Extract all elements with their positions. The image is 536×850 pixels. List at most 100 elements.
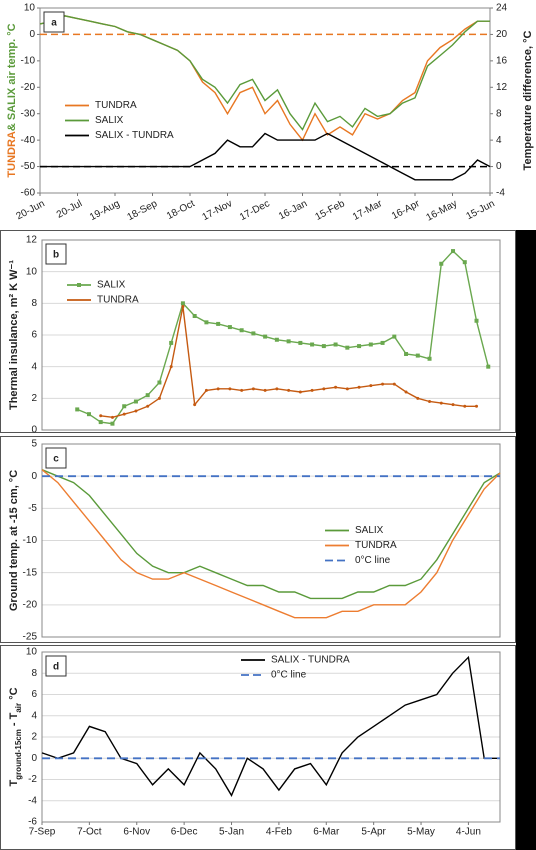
- marker: [286, 339, 291, 344]
- y-tick-label: 5: [31, 439, 37, 450]
- x-tick-label: 6-Dec: [171, 827, 198, 838]
- y-tick-label: -10: [23, 535, 38, 546]
- y-tick-label: 6: [31, 689, 37, 700]
- marker: [192, 314, 197, 318]
- marker: [392, 334, 397, 339]
- marker: [462, 260, 467, 265]
- y2-tick-label: -4: [496, 188, 505, 199]
- marker: [86, 412, 91, 417]
- marker: [415, 353, 420, 358]
- y-tick-label: -20: [23, 599, 38, 610]
- plot-area: [41, 651, 501, 823]
- y-tick-label: -4: [28, 795, 37, 806]
- marker: [145, 393, 150, 398]
- marker: [427, 356, 432, 361]
- y-tick-label: 4: [31, 710, 37, 721]
- marker: [404, 352, 409, 356]
- marker: [274, 337, 279, 342]
- y2-tick-label: 12: [496, 82, 508, 93]
- panel-letter: b: [53, 250, 59, 261]
- x-tick-label: 6-Mar: [313, 827, 340, 838]
- legend-label: SALIX: [355, 525, 384, 536]
- y-tick-label: 2: [31, 393, 37, 404]
- marker: [239, 328, 244, 333]
- marker: [251, 387, 255, 391]
- marker: [157, 380, 162, 385]
- legend-label: TUNDRA: [355, 540, 397, 551]
- marker: [345, 345, 350, 350]
- marker: [345, 387, 349, 391]
- marker: [369, 384, 373, 388]
- y-tick-label: -40: [21, 135, 36, 146]
- y-tick-label: 0: [31, 471, 37, 482]
- marker: [298, 340, 303, 345]
- legend-label: 0°C line: [355, 555, 391, 566]
- series-line: [41, 469, 501, 600]
- marker: [357, 344, 362, 349]
- axis-title: Ground temp. at -15 cm, °C: [8, 470, 20, 611]
- marker: [475, 404, 479, 408]
- marker: [439, 261, 444, 266]
- marker: [486, 364, 491, 369]
- axis-title-part: Thermal insulance, m² K W⁻¹: [8, 260, 20, 410]
- axis-title: Thermal insulance, m² K W⁻¹: [8, 260, 20, 410]
- panel-letter-box: [45, 655, 67, 677]
- marker: [416, 396, 420, 400]
- axis-title: TUNDRA& SALIX air temp. °C: [6, 23, 18, 177]
- marker: [227, 325, 232, 330]
- y2-tick-label: 16: [496, 55, 508, 66]
- panel-letter-box: [45, 447, 67, 469]
- marker: [263, 388, 267, 392]
- marker: [474, 318, 479, 323]
- y-tick-label: 0: [31, 425, 37, 436]
- marker: [322, 387, 326, 391]
- marker: [381, 382, 385, 386]
- marker: [463, 404, 467, 408]
- y-tick-label: 2: [31, 732, 37, 743]
- panel-frame: [0, 230, 516, 433]
- axis-title: Temperature difference, °C: [522, 30, 534, 170]
- y-tick-label: -30: [21, 108, 36, 119]
- marker: [287, 388, 291, 392]
- marker: [392, 382, 396, 386]
- marker: [240, 388, 244, 392]
- y-tick-label: 0: [31, 753, 37, 764]
- y-tick-label: 8: [31, 668, 37, 679]
- panel-frame: [0, 436, 516, 643]
- marker: [75, 407, 80, 412]
- y-tick-label: -50: [21, 161, 36, 172]
- y-tick-label: -25: [23, 632, 38, 643]
- legend-label: 0°C line: [271, 670, 307, 681]
- y-tick-label: -10: [21, 55, 36, 66]
- x-tick-label: 7-Oct: [77, 827, 102, 838]
- x-tick-label: 4-Feb: [266, 827, 293, 838]
- plot-area: [41, 239, 501, 431]
- y-tick-label: -5: [28, 503, 37, 514]
- y-tick-label: 6: [31, 330, 37, 341]
- marker: [451, 403, 455, 407]
- y-tick-label: 4: [31, 361, 37, 372]
- y-tick-label: 10: [24, 3, 36, 14]
- marker: [110, 415, 114, 419]
- axis-title-part: TUNDRA: [6, 131, 18, 177]
- legend-label: SALIX - TUNDRA: [95, 130, 174, 141]
- marker: [228, 387, 232, 391]
- y-tick-label: -6: [28, 817, 37, 828]
- marker: [169, 365, 173, 369]
- marker: [310, 388, 314, 392]
- axis-title-part: air: [14, 703, 23, 713]
- marker: [157, 396, 161, 400]
- legend-marker: [77, 283, 81, 287]
- marker: [110, 421, 115, 426]
- marker: [181, 305, 185, 308]
- y2-tick-label: 0: [496, 161, 502, 172]
- legend-label: TUNDRA: [97, 295, 139, 306]
- x-tick-label: 5-May: [407, 827, 435, 838]
- marker: [99, 414, 103, 418]
- marker: [368, 342, 373, 347]
- marker: [357, 385, 361, 389]
- marker: [310, 342, 315, 347]
- axis-title-part: °C: [8, 687, 20, 702]
- series-line: [41, 655, 500, 797]
